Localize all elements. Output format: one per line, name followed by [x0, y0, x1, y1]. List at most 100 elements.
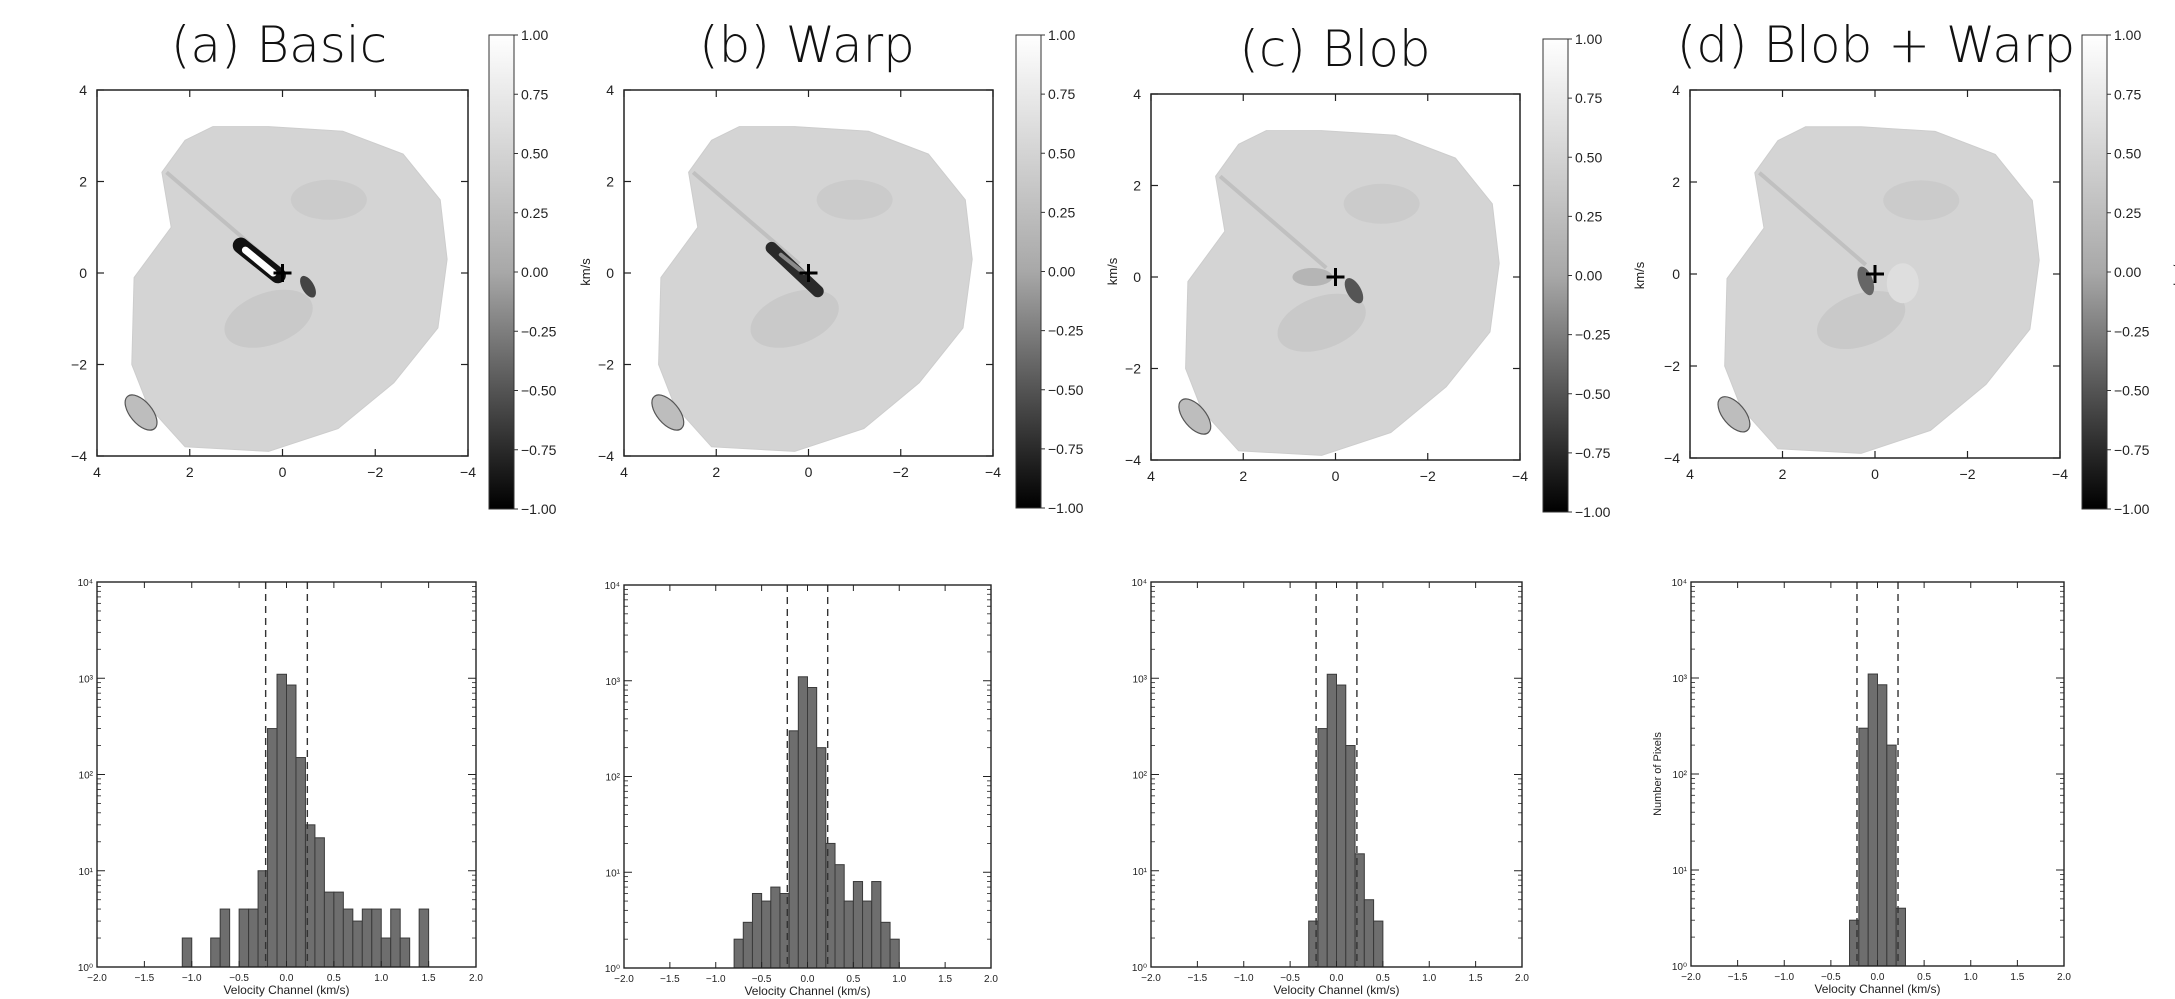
histogram-bar: [798, 677, 807, 968]
histogram-bar: [1887, 745, 1896, 966]
histogram-bar: [287, 685, 296, 967]
y-tick-label: 10¹: [79, 867, 94, 878]
x-tick-label: 1.5: [938, 974, 952, 985]
colorbar-tick-label: −1.00: [1575, 504, 1611, 520]
colorbar-tick-label: −0.50: [521, 383, 557, 399]
histogram-panel-2: −2.0 −1.5 −1.0 −0.5 0.0 0.5 1.0 1.5 2.0 10⁰ 10¹ 10²…: [1132, 578, 1530, 997]
x-axis-label: Velocity Channel (km/s): [1814, 982, 1940, 996]
histogram-bar: [1859, 728, 1868, 966]
x-axis-label: Velocity Channel (km/s): [744, 984, 870, 998]
x-tick-label: 2: [712, 464, 720, 480]
histogram-bar: [835, 865, 844, 968]
x-tick-label: −2: [893, 464, 909, 480]
histogram-bar: [1374, 921, 1383, 967]
histogram-bar: [771, 887, 780, 968]
colorbar-tick-label: −0.50: [2114, 383, 2150, 399]
histogram-bar: [296, 758, 305, 967]
x-tick-label: −4: [985, 464, 1001, 480]
y-tick-label: −4: [1664, 450, 1680, 466]
panel-title-b: (b) Warp: [699, 16, 915, 74]
panel-title-a: (a) Basic: [171, 16, 387, 74]
x-tick-label: 1.5: [2010, 972, 2024, 983]
colorbar-tick-label: 0.75: [521, 86, 548, 102]
histogram-bar: [211, 938, 220, 967]
colorbar-tick-label: 0.75: [1575, 90, 1602, 106]
x-tick-label: 2.0: [984, 974, 998, 985]
x-tick-label: −2.0: [614, 974, 634, 985]
y-tick-label: 0: [1672, 266, 1680, 282]
colorbar-tick-label: 0.25: [521, 205, 548, 221]
histogram-bar: [808, 688, 817, 968]
y-tick-label: 10¹: [606, 868, 621, 879]
colorbar-tick-label: −0.75: [1575, 445, 1611, 461]
x-tick-label: 1.5: [422, 973, 436, 984]
y-tick-label: 10³: [79, 674, 94, 685]
y-tick-label: 10¹: [1673, 866, 1688, 877]
histogram-bar: [1327, 674, 1336, 967]
x-tick-label: 1.0: [1422, 973, 1436, 984]
y-tick-label: 0: [606, 265, 614, 281]
colorbar-tick-label: 0.00: [1048, 264, 1075, 280]
y-tick-label: 10²: [1133, 771, 1148, 782]
y-tick-label: 10²: [606, 773, 621, 784]
colorbar-tick-label: −1.00: [2114, 501, 2150, 517]
x-tick-label: 2: [186, 464, 194, 480]
histogram-bar: [817, 748, 826, 968]
colorbar-tick-label: −0.50: [1575, 386, 1611, 402]
colorbar-tick-label: 0.25: [1048, 204, 1075, 220]
panel-title-d: (d) Blob + Warp: [1677, 16, 2075, 74]
colorbar-tick-label: −0.75: [521, 442, 557, 458]
residual-region: [291, 180, 367, 220]
y-tick-label: −4: [1125, 452, 1141, 468]
colorbar: [1543, 39, 1568, 512]
histogram-bar: [220, 909, 229, 967]
y-tick-label: 10⁰: [1132, 963, 1147, 974]
x-tick-label: 4: [1686, 466, 1694, 482]
panel-title-c: (c) Blob: [1239, 20, 1430, 78]
y-tick-label: 10¹: [1133, 867, 1148, 878]
histogram-bar: [239, 909, 248, 967]
y-tick-label: 2: [606, 174, 614, 190]
y-tick-label: −2: [71, 357, 87, 373]
y-tick-label: 10⁰: [78, 963, 93, 974]
x-tick-label: 1.0: [374, 973, 388, 984]
x-tick-label: 1.0: [892, 974, 906, 985]
colorbar-tick-label: −1.00: [1048, 500, 1084, 516]
x-tick-label: −1.0: [706, 974, 726, 985]
x-tick-label: 2.0: [2057, 972, 2071, 983]
x-tick-label: 2: [1239, 468, 1247, 484]
x-tick-label: 0: [1871, 466, 1879, 482]
colorbar-tick-label: 0.25: [1575, 208, 1602, 224]
x-tick-label: −4: [2052, 466, 2068, 482]
histogram-bar: [752, 893, 761, 968]
histogram-bar: [182, 938, 191, 967]
x-tick-label: 2: [1779, 466, 1787, 482]
y-tick-label: 10⁴: [1132, 578, 1147, 589]
colorbar: [1016, 35, 1041, 508]
colorbar-tick-label: 1.00: [2114, 27, 2141, 43]
colorbar-label: km/s: [1105, 257, 1120, 285]
x-tick-label: −2.0: [1141, 973, 1161, 984]
x-tick-label: −2: [1960, 466, 1976, 482]
colorbar-tick-label: 0.50: [521, 146, 548, 162]
y-tick-label: −2: [1664, 358, 1680, 374]
histogram-bar: [400, 938, 409, 967]
histogram-bar: [1878, 685, 1887, 966]
x-tick-label: 4: [1147, 468, 1155, 484]
x-tick-label: 4: [620, 464, 628, 480]
y-tick-label: 10³: [1133, 674, 1148, 685]
x-tick-label: 2.0: [469, 973, 483, 984]
histogram-bar: [381, 938, 390, 967]
x-tick-label: −1.0: [1774, 972, 1794, 983]
colorbar-label: km/s: [1632, 261, 1647, 289]
y-tick-label: 10³: [606, 677, 621, 688]
map-panel-1: 4 4 2 2 0 0 −2 −2 −4 −4 1.00 0.75 0.50 0.25 0.00 −0.25 −…: [598, 27, 1120, 516]
histogram-bar: [315, 838, 324, 967]
x-tick-label: −1.0: [1234, 973, 1254, 984]
y-tick-label: −2: [1125, 361, 1141, 377]
colorbar-tick-label: −0.25: [521, 323, 557, 339]
histogram-bar: [1318, 729, 1327, 967]
x-tick-label: −2.0: [87, 973, 107, 984]
colorbar-tick-label: 1.00: [1048, 27, 1075, 43]
y-tick-label: 4: [1672, 82, 1680, 98]
